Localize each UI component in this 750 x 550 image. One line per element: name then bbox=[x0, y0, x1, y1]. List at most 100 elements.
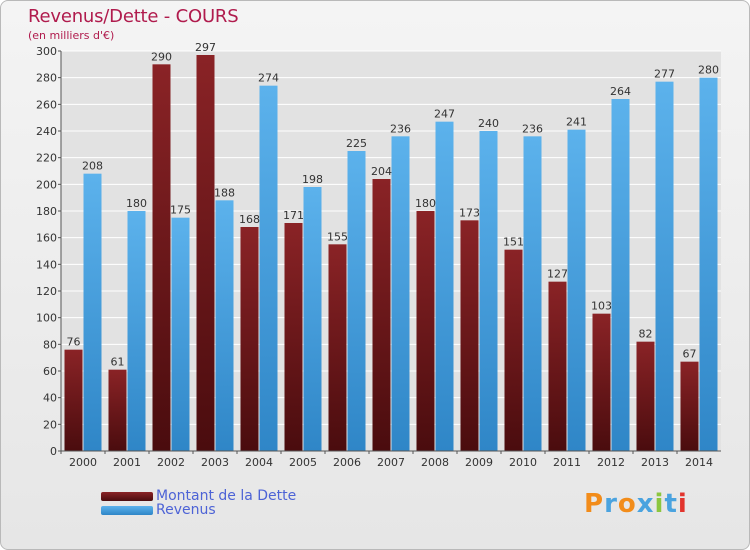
data-label-revenue: 274 bbox=[258, 72, 279, 85]
data-label-debt: 155 bbox=[327, 230, 348, 243]
data-label-revenue: 240 bbox=[478, 117, 499, 130]
bar-revenue bbox=[347, 151, 366, 451]
bar-debt bbox=[636, 341, 655, 451]
legend-label-debt: Montant de la Dette bbox=[156, 488, 297, 504]
data-label-debt: 151 bbox=[503, 236, 524, 249]
bar-debt bbox=[240, 227, 259, 451]
logo-letter: i bbox=[654, 489, 665, 519]
bar-revenue bbox=[215, 200, 234, 451]
y-tick-label: 120 bbox=[36, 285, 57, 298]
data-label-revenue: 264 bbox=[610, 85, 631, 98]
data-label-debt: 168 bbox=[239, 213, 260, 226]
x-tick-label: 2011 bbox=[553, 456, 581, 469]
plot-area bbox=[61, 51, 721, 451]
data-label-revenue: 247 bbox=[434, 108, 455, 121]
bar-revenue bbox=[479, 131, 498, 451]
data-label-revenue: 280 bbox=[698, 64, 719, 77]
logo-letter: x bbox=[636, 489, 655, 519]
x-tick-label: 2014 bbox=[685, 456, 713, 469]
y-tick-label: 240 bbox=[36, 125, 57, 138]
data-label-debt: 82 bbox=[639, 328, 653, 341]
y-tick-label: 80 bbox=[43, 338, 57, 351]
y-tick-label: 160 bbox=[36, 232, 57, 245]
bar-debt bbox=[328, 244, 347, 451]
legend-label-revenue: Revenus bbox=[156, 502, 216, 518]
bar-debt bbox=[460, 220, 479, 451]
y-tick-label: 100 bbox=[36, 312, 57, 325]
proxiti-logo: Proxiti bbox=[584, 489, 688, 519]
data-label-revenue: 241 bbox=[566, 116, 587, 129]
chart-subtitle: (en milliers d'€) bbox=[28, 29, 115, 42]
data-label-debt: 173 bbox=[459, 206, 480, 219]
data-label-revenue: 175 bbox=[170, 204, 191, 217]
x-tick-label: 2013 bbox=[641, 456, 669, 469]
bar-debt bbox=[196, 55, 215, 451]
bar-revenue bbox=[391, 136, 410, 452]
logo-letter: r bbox=[604, 489, 618, 519]
y-tick-label: 280 bbox=[36, 72, 57, 85]
bar-revenue bbox=[303, 187, 322, 451]
bar-revenue bbox=[259, 85, 278, 452]
bar-debt bbox=[152, 64, 171, 452]
y-tick-label: 300 bbox=[36, 45, 57, 58]
x-tick-label: 2007 bbox=[377, 456, 405, 469]
data-label-debt: 171 bbox=[283, 209, 304, 222]
bar-revenue bbox=[699, 77, 718, 452]
x-tick-label: 2005 bbox=[289, 456, 317, 469]
logo-letter: P bbox=[584, 489, 605, 519]
data-label-revenue: 188 bbox=[214, 186, 235, 199]
x-tick-label: 2010 bbox=[509, 456, 537, 469]
y-tick-label: 180 bbox=[36, 205, 57, 218]
bar-revenue bbox=[523, 136, 542, 452]
legend-swatch-revenue bbox=[101, 506, 153, 515]
data-label-debt: 61 bbox=[111, 356, 125, 369]
bar-revenue bbox=[611, 99, 630, 451]
x-tick-label: 2012 bbox=[597, 456, 625, 469]
data-label-debt: 127 bbox=[547, 268, 568, 281]
y-tick-label: 0 bbox=[50, 445, 57, 458]
logo-letter: o bbox=[617, 489, 637, 519]
bar-debt bbox=[504, 249, 523, 451]
logo-letter: i bbox=[677, 489, 688, 519]
y-tick-label: 260 bbox=[36, 98, 57, 111]
data-label-revenue: 236 bbox=[522, 122, 543, 135]
x-tick-label: 2006 bbox=[333, 456, 361, 469]
x-tick-label: 2009 bbox=[465, 456, 493, 469]
data-label-debt: 180 bbox=[415, 197, 436, 210]
data-label-debt: 297 bbox=[195, 41, 216, 54]
legend-swatch-debt bbox=[101, 492, 153, 501]
y-tick-label: 200 bbox=[36, 178, 57, 191]
x-tick-label: 2001 bbox=[113, 456, 141, 469]
bar-debt bbox=[680, 361, 699, 451]
chart-title: Revenus/Dette - COURS bbox=[28, 6, 239, 27]
data-label-debt: 76 bbox=[67, 336, 81, 349]
x-tick-label: 2000 bbox=[69, 456, 97, 469]
bar-revenue bbox=[83, 173, 102, 451]
bar-debt bbox=[64, 349, 83, 451]
bar-revenue bbox=[171, 217, 190, 451]
data-label-debt: 204 bbox=[371, 165, 392, 178]
bar-revenue bbox=[655, 81, 674, 452]
x-tick-label: 2004 bbox=[245, 456, 273, 469]
data-label-revenue: 198 bbox=[302, 173, 323, 186]
y-tick-label: 60 bbox=[43, 365, 57, 378]
bar-revenue bbox=[127, 211, 146, 451]
data-label-debt: 103 bbox=[591, 300, 612, 313]
bar-debt bbox=[416, 211, 435, 451]
bar-revenue bbox=[435, 121, 454, 452]
y-tick-label: 140 bbox=[36, 258, 57, 271]
data-label-revenue: 208 bbox=[82, 160, 103, 173]
bar-debt bbox=[372, 179, 391, 451]
logo-letter: t bbox=[664, 489, 678, 519]
bar-revenue bbox=[567, 129, 586, 451]
bar-debt bbox=[284, 223, 303, 451]
bar-debt bbox=[108, 369, 127, 451]
data-label-revenue: 225 bbox=[346, 137, 367, 150]
y-tick-label: 220 bbox=[36, 152, 57, 165]
x-tick-label: 2003 bbox=[201, 456, 229, 469]
data-label-revenue: 236 bbox=[390, 122, 411, 135]
data-label-revenue: 277 bbox=[654, 68, 675, 81]
x-tick-label: 2008 bbox=[421, 456, 449, 469]
